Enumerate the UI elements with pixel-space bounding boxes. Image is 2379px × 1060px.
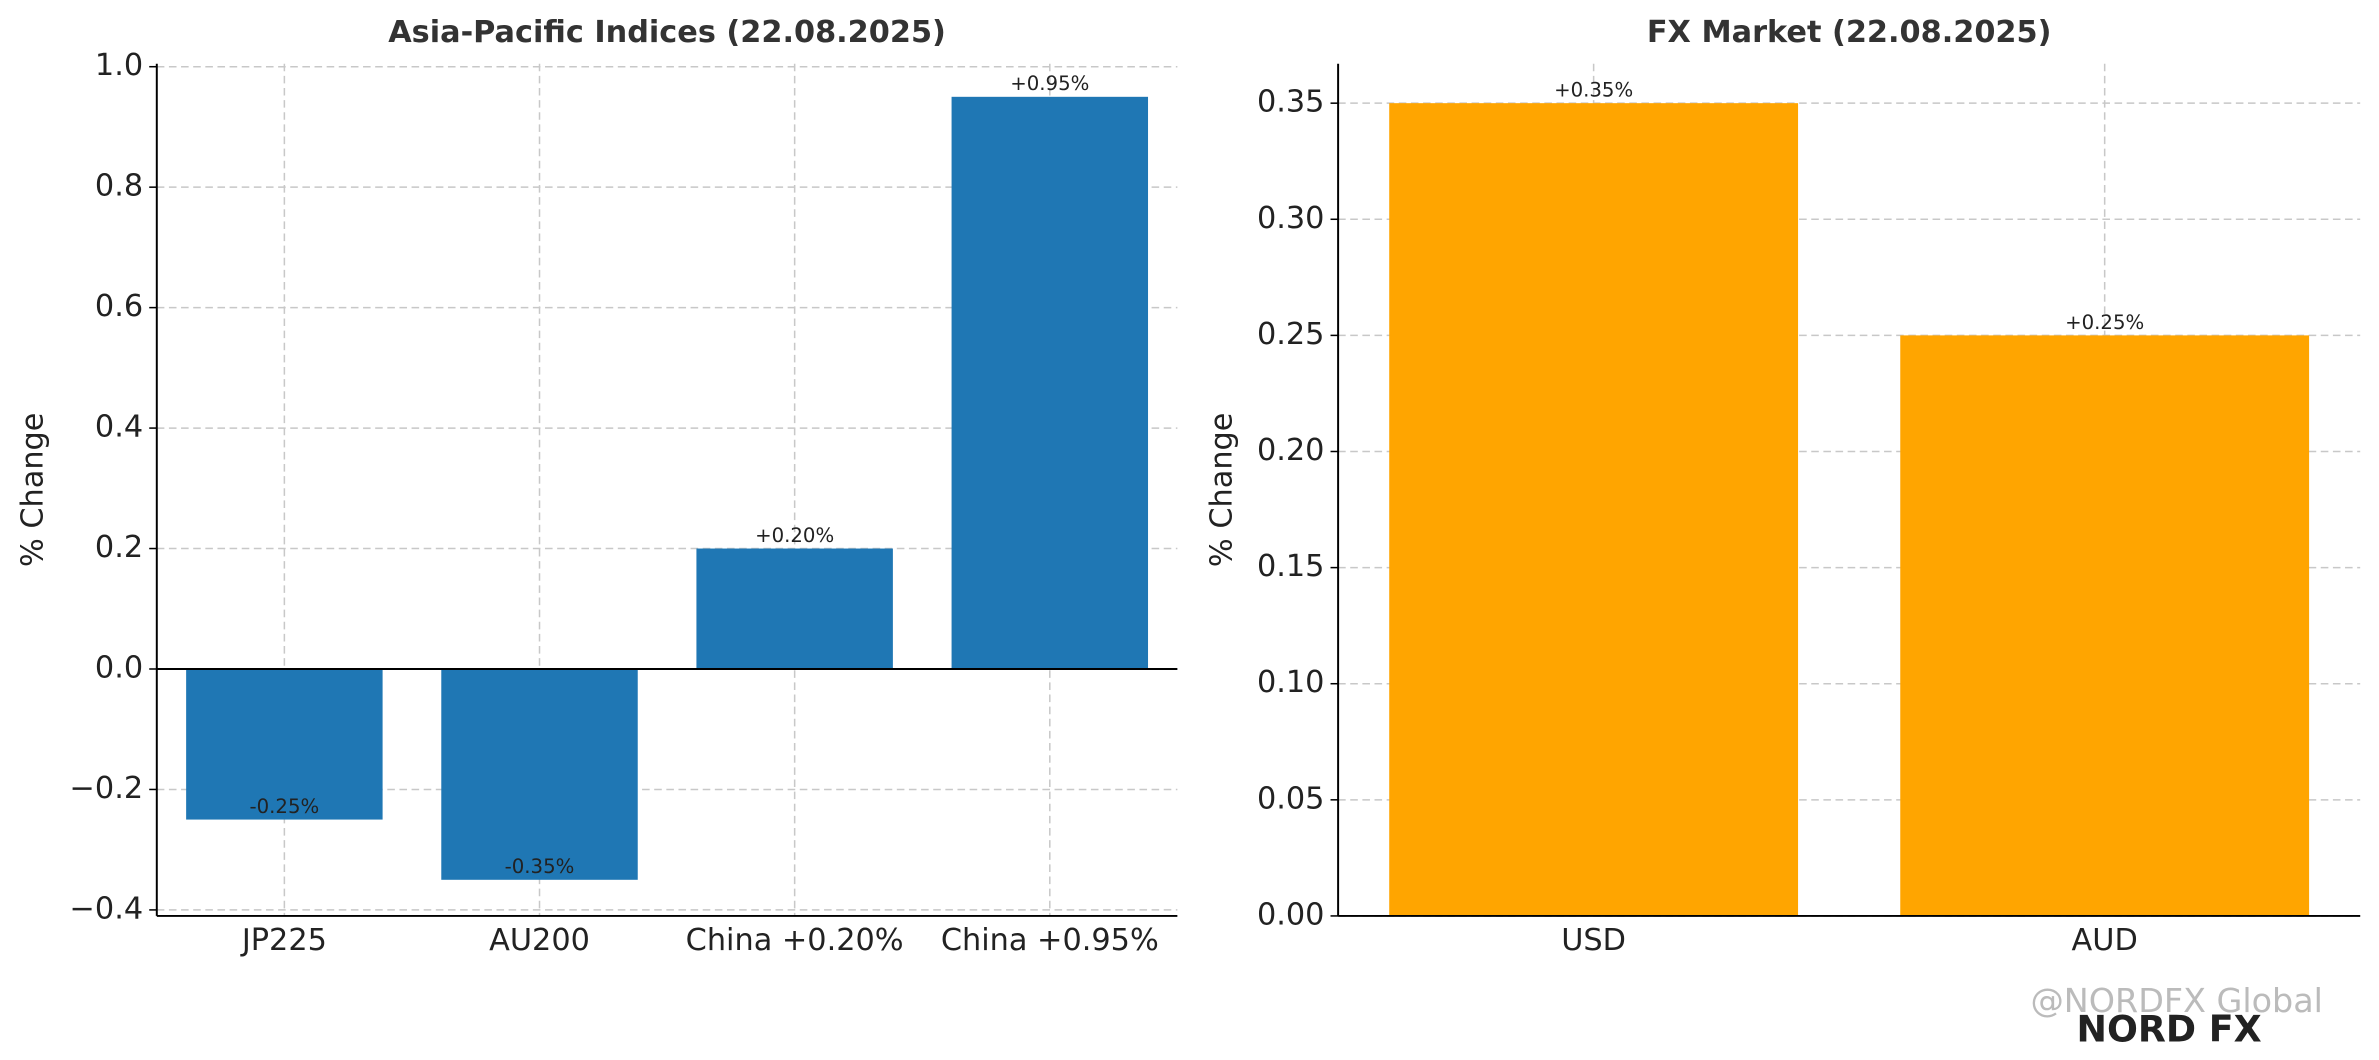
y-tick-label: 0.10 [1257,665,1325,700]
bar [951,96,1149,669]
x-tick-label: China +0.95% [941,923,1159,958]
y-axis-label: % Change [1204,413,1239,568]
y-tick-label: 0.35 [1257,85,1325,120]
y-tick-label: 0.15 [1257,549,1325,584]
chart-title: Asia-Pacific Indices (22.08.2025) [388,15,946,50]
value-label: -0.35% [505,855,575,878]
y-tick-label: 0.30 [1257,201,1325,236]
x-tick-label: USD [1561,923,1626,958]
chart-title: FX Market (22.08.2025) [1647,15,2052,50]
x-tick-label: AUD [2072,923,2138,958]
bar [186,668,383,820]
value-label: +0.95% [1010,72,1089,95]
bar [441,668,638,880]
bar [1389,103,1799,916]
watermark-logo: NORD FX [2077,1008,2262,1051]
bar [1900,335,2310,916]
x-tick-label: China +0.20% [686,923,904,958]
y-tick-label: 0.00 [1257,897,1325,932]
watermark-handle: @NORDFX Global [2030,981,2323,1020]
x-tick-label: AU200 [489,923,590,958]
y-tick-label: 0.0 [95,650,143,685]
y-tick-label: 0.05 [1257,781,1325,816]
y-axis-label: % Change [15,413,50,568]
y-tick-label: 0.8 [95,169,143,204]
bar [696,548,893,669]
y-tick-label: 0.20 [1257,433,1325,468]
y-tick-label: 0.25 [1257,317,1325,352]
x-tick-label: JP225 [240,923,327,958]
y-tick-label: 1.0 [95,48,143,83]
y-tick-label: −0.2 [70,771,144,806]
y-tick-label: −0.4 [70,891,144,926]
y-tick-label: 0.2 [95,530,143,565]
y-tick-label: 0.6 [95,289,143,324]
y-tick-label: 0.4 [95,410,143,445]
value-label: +0.25% [2065,311,2144,334]
value-label: -0.25% [250,795,320,818]
value-label: +0.20% [755,524,834,547]
value-label: +0.35% [1554,79,1633,102]
